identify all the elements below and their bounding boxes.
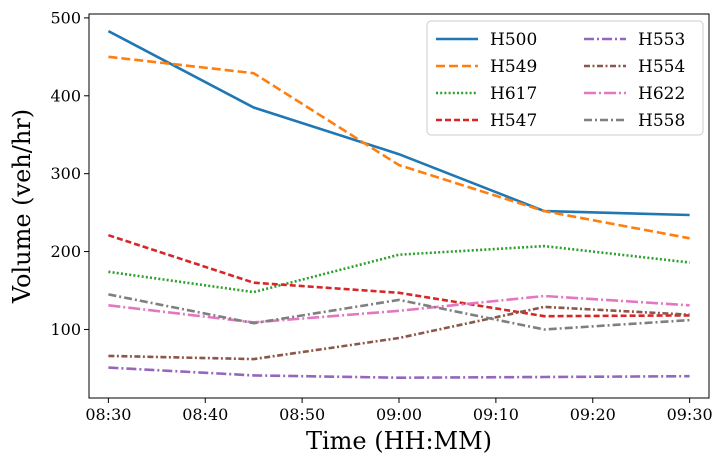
y-axis: 100 200 300 400 500: [50, 8, 89, 339]
x-tick-label: 08:30: [85, 405, 131, 424]
series-line-h547: [107, 233, 690, 318]
legend-label: H547: [490, 111, 537, 131]
y-tick-label: 500: [50, 8, 81, 27]
series-line-h617: [108, 244, 690, 294]
legend-box: [426, 20, 704, 136]
legend-label: H549: [490, 57, 537, 77]
x-tick-label: 09:20: [570, 405, 616, 424]
legend-label: H622: [638, 84, 685, 104]
y-tick-label: 200: [50, 242, 81, 261]
y-tick-label: 300: [50, 164, 81, 183]
x-tick-label: 09:30: [667, 405, 713, 424]
x-tick-label: 08:50: [279, 405, 325, 424]
x-axis-title: Time (HH:MM): [306, 427, 492, 455]
series-line-h553: [108, 366, 690, 380]
legend-label: H553: [638, 30, 685, 50]
legend-label: H554: [638, 57, 685, 77]
series-lines: [107, 29, 690, 380]
series-line-h500: [107, 29, 690, 217]
x-tick-label: 09:10: [473, 405, 519, 424]
y-axis-title: Volume (veh/hr): [8, 109, 36, 304]
series-line-h558: [108, 293, 690, 331]
series-line-h549: [108, 55, 690, 240]
x-tick-label: 09:00: [376, 405, 422, 424]
series-line-h554: [108, 305, 690, 361]
series-line-h622: [108, 294, 690, 324]
legend-label: H617: [490, 84, 537, 104]
legend-label: H500: [490, 30, 537, 50]
legend: H500 H549 H617 H547 H553 H554 H622 H558: [426, 20, 704, 136]
x-tick-label: 08:40: [182, 405, 228, 424]
legend-label: H558: [638, 111, 685, 131]
y-tick-label: 100: [50, 320, 81, 339]
x-axis: 08:30 08:40 08:50 09:00 09:10 09:20 09:30: [85, 398, 713, 424]
y-tick-label: 400: [50, 86, 81, 105]
